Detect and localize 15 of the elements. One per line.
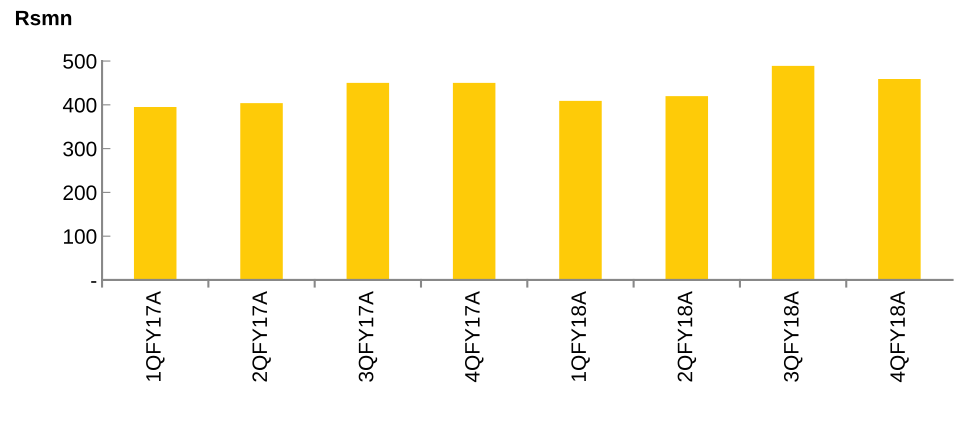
x-tick-label: 4QFY18A (890, 291, 909, 382)
x-tick-label: 2QFY18A (678, 291, 696, 382)
y-tick-label: 200 (63, 185, 96, 200)
y-tick-label: 100 (64, 229, 96, 244)
y-tick-label: 300 (63, 142, 96, 156)
x-tick-label: 3QFY18A (784, 291, 802, 382)
x-tick-label: 1QFY18A (571, 291, 590, 381)
x-tick-label: 2QFY17A (252, 291, 271, 382)
y-tick-label: 400 (62, 98, 96, 113)
y-tick-label: - (91, 281, 96, 283)
y-tick-label: 500 (63, 54, 96, 69)
y-axis-title: Rsmn (16, 10, 72, 26)
x-tick-label: 3QFY17A (358, 291, 378, 382)
x-tick-label: 4QFY17A (464, 291, 484, 382)
x-tick-label: 1QFY17A (146, 291, 165, 381)
